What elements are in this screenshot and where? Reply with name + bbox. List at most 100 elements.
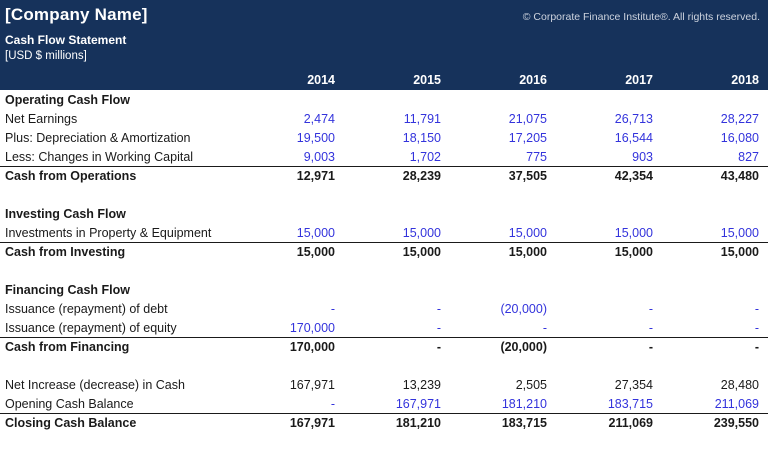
total-cell: 15,000 [296,245,335,259]
value-cell[interactable]: 26,713 [614,111,653,126]
value-cell[interactable]: - [648,320,653,335]
year-column-header-2016: 2016 [519,73,547,87]
row-label: Opening Cash Balance [5,396,134,411]
total-cell: 43,480 [720,169,759,183]
total-cell: - [754,340,759,354]
section-title: Investing Cash Flow [5,206,126,221]
row-label: Net Earnings [5,111,78,126]
total-cell: 211,069 [608,416,654,430]
value-cell: 2,505 [515,377,547,392]
value-cell[interactable]: 181,210 [501,396,547,411]
section-title: Financing Cash Flow [5,282,131,297]
row-cash-from-operations: Cash from Operations 12,971 28,239 37,50… [0,166,768,185]
value-cell[interactable]: 15,000 [402,225,441,240]
value-cell[interactable]: 28,227 [720,111,759,126]
row-issuance-debt: Issuance (repayment) of debt - - (20,000… [0,299,768,318]
total-cell: 183,715 [501,416,547,430]
section-header-investing: Investing Cash Flow [0,204,768,223]
row-cash-from-financing: Cash from Financing 170,000 - (20,000) -… [0,337,768,356]
value-cell[interactable]: 15,000 [508,225,547,240]
value-cell[interactable]: 9,003 [303,149,335,164]
value-cell[interactable]: 903 [632,149,653,164]
statement-title: Cash Flow Statement [5,33,127,47]
row-net-earnings: Net Earnings 2,474 11,791 21,075 26,713 … [0,109,768,128]
section-spacer [0,261,768,280]
value-cell[interactable]: 183,715 [607,396,653,411]
value-cell[interactable]: - [754,320,759,335]
total-cell: - [648,340,653,354]
value-cell[interactable]: - [754,301,759,316]
section-spacer [0,356,768,375]
year-column-header-2018: 2018 [731,73,759,87]
value-cell: 28,480 [720,377,759,392]
statement-body: Operating Cash Flow Net Earnings 2,474 1… [0,90,768,432]
row-depreciation-amortization: Plus: Depreciation & Amortization 19,500… [0,128,768,147]
total-cell: 15,000 [402,245,441,259]
value-cell[interactable]: 18,150 [402,130,441,145]
row-label: Plus: Depreciation & Amortization [5,130,191,145]
value-cell[interactable]: 16,544 [614,130,653,145]
value-cell[interactable]: 827 [738,149,759,164]
row-label: Net Increase (decrease) in Cash [5,377,185,392]
value-cell[interactable]: 15,000 [296,225,335,240]
total-cell: 15,000 [508,245,547,259]
section-header-operating: Operating Cash Flow [0,90,768,109]
value-cell[interactable]: 2,474 [303,111,335,126]
section-header-financing: Financing Cash Flow [0,280,768,299]
total-cell: 12,971 [296,169,335,183]
row-net-increase-in-cash: Net Increase (decrease) in Cash 167,971 … [0,375,768,394]
value-cell[interactable]: - [648,301,653,316]
units-label: [USD $ millions] [5,50,87,62]
section-spacer [0,185,768,204]
header: [Company Name] © Corporate Finance Insti… [0,0,768,90]
total-cell: 239,550 [713,416,759,430]
value-cell: 27,354 [614,377,653,392]
value-cell[interactable]: (20,000) [500,301,547,316]
row-label: Less: Changes in Working Capital [5,149,194,164]
value-cell[interactable]: 16,080 [720,130,759,145]
value-cell[interactable]: 15,000 [720,225,759,240]
value-cell[interactable]: - [330,301,335,316]
total-label: Cash from Financing [5,340,130,354]
value-cell[interactable]: - [330,396,335,411]
year-column-header-2017: 2017 [625,73,653,87]
row-label: Investments in Property & Equipment [5,225,212,240]
value-cell[interactable]: - [436,301,441,316]
total-cell: 170,000 [289,340,335,354]
year-column-header-2015: 2015 [413,73,441,87]
year-column-header-2014: 2014 [307,73,335,87]
row-label: Issuance (repayment) of equity [5,320,177,335]
value-cell: 13,239 [402,377,441,392]
total-cell: 181,210 [395,416,441,430]
value-cell[interactable]: 17,205 [508,130,547,145]
value-cell[interactable]: 19,500 [296,130,335,145]
total-cell: - [436,340,441,354]
value-cell[interactable]: - [436,320,441,335]
row-issuance-equity: Issuance (repayment) of equity 170,000 -… [0,318,768,337]
value-cell[interactable]: 167,971 [395,396,441,411]
value-cell[interactable]: 170,000 [289,320,335,335]
value-cell[interactable]: 1,702 [409,149,441,164]
year-header-row: 2014 2015 2016 2017 2018 [0,70,768,90]
total-label: Closing Cash Balance [5,416,137,430]
value-cell: 167,971 [289,377,335,392]
row-cash-from-investing: Cash from Investing 15,000 15,000 15,000… [0,242,768,261]
row-label: Issuance (repayment) of debt [5,301,168,316]
value-cell[interactable]: 15,000 [614,225,653,240]
value-cell[interactable]: 211,069 [714,396,759,411]
total-cell: 15,000 [720,245,759,259]
value-cell[interactable]: 11,791 [403,111,441,126]
total-cell: 167,971 [289,416,335,430]
copyright-notice: © Corporate Finance Institute®. All righ… [522,11,760,23]
section-title: Operating Cash Flow [5,92,131,107]
total-cell: 42,354 [614,169,653,183]
row-changes-working-capital: Less: Changes in Working Capital 9,003 1… [0,147,768,166]
total-cell: 15,000 [614,245,653,259]
value-cell[interactable]: 775 [526,149,547,164]
value-cell[interactable]: - [542,320,547,335]
company-name: [Company Name] [5,5,148,24]
value-cell[interactable]: 21,075 [508,111,547,126]
row-opening-cash-balance: Opening Cash Balance - 167,971 181,210 1… [0,394,768,413]
total-cell: (20,000) [500,340,547,354]
